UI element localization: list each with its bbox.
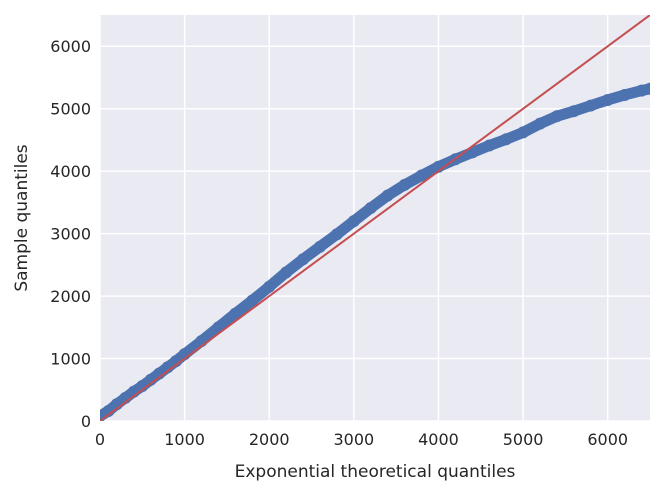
y-tick-label: 2000 [50, 287, 91, 306]
x-axis-label: Exponential theoretical quantiles [235, 462, 516, 482]
y-tick-labels: 0 1000 2000 3000 4000 5000 6000 [50, 37, 91, 431]
x-tick-label: 3000 [333, 430, 374, 449]
sample-point-band [636, 83, 650, 97]
y-tick-label: 5000 [50, 100, 91, 119]
y-tick-label: 0 [81, 412, 91, 431]
x-tick-label: 4000 [418, 430, 459, 449]
x-tick-label: 6000 [587, 430, 628, 449]
grid-lines [99, 15, 650, 422]
y-axis-label: Sample quantiles [12, 144, 32, 291]
x-tick-labels: 0 1000 2000 3000 4000 5000 6000 [95, 430, 628, 449]
x-tick-label: 1000 [164, 430, 205, 449]
y-tick-label: 6000 [50, 37, 91, 56]
x-tick-label: 0 [95, 430, 105, 449]
x-tick-label: 5000 [503, 430, 544, 449]
data-marks [100, 15, 650, 421]
reference-line [100, 15, 650, 421]
x-tick-label: 2000 [249, 430, 290, 449]
y-tick-label: 3000 [50, 225, 91, 244]
plot-content [100, 15, 650, 421]
y-tick-label: 1000 [50, 350, 91, 369]
y-tick-label: 4000 [50, 162, 91, 181]
